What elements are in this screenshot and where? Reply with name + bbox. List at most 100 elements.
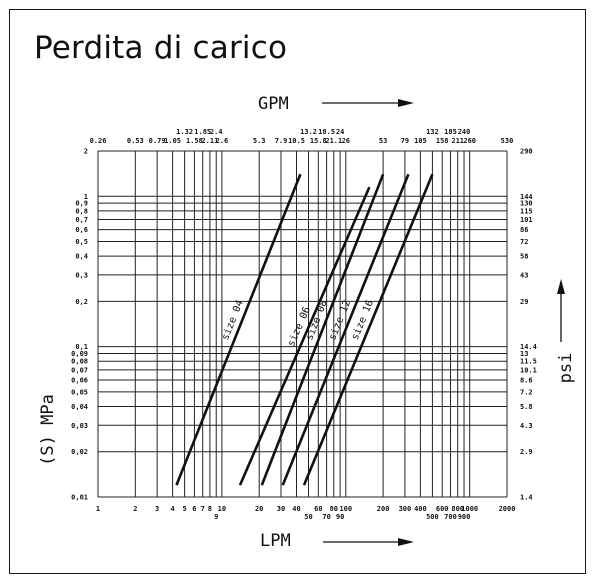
x2-tick-label: 53 <box>379 137 387 145</box>
y-tick-label: 0,6 <box>75 226 88 234</box>
x-tick-label: 200 <box>377 505 390 513</box>
y2-tick-label: 86 <box>520 226 528 234</box>
y2-axis-arrow <box>557 279 565 342</box>
x2-tick-label: 7.9 <box>275 137 288 145</box>
y-tick-label: 0,1 <box>75 343 88 351</box>
y2-tick-label: 43 <box>520 271 528 279</box>
y2-tick-label: 4.3 <box>520 422 533 430</box>
y2-tick-label: 1.4 <box>520 494 533 502</box>
y-tick-label: 0,9 <box>75 200 88 208</box>
x-axis-arrow <box>323 538 414 546</box>
x-tick-label: 70 <box>322 513 330 521</box>
x2-tick-label: 211 <box>451 137 464 145</box>
x2-tick-label: 0.79 <box>149 137 166 145</box>
x2-tick-label: 2.6 <box>216 137 229 145</box>
x-tick-label: 2 <box>133 505 137 513</box>
x2-tick-label: 0.53 <box>127 137 144 145</box>
x2-tick-label: 132 <box>426 128 439 136</box>
x-tick-label: 40 <box>292 505 300 513</box>
x-axis-title: LPM <box>260 531 291 551</box>
y2-tick-label: 58 <box>520 253 528 261</box>
x-tick-label: 2000 <box>499 505 516 513</box>
x-tick-label: 10 <box>218 505 226 513</box>
y2-tick-label: 14.4 <box>520 343 537 351</box>
y-tick-label: 2 <box>84 148 88 156</box>
x-tick-label: 80 <box>330 505 338 513</box>
y2-tick-label: 10.1 <box>520 366 537 374</box>
y2-tick-label: 11.5 <box>520 358 537 366</box>
y-tick-label: 0,08 <box>71 358 88 366</box>
y-tick-label: 0,09 <box>71 350 88 358</box>
y2-tick-label: 5.8 <box>520 403 533 411</box>
x2-tick-label: 530 <box>501 137 514 145</box>
y-tick-label: 0,5 <box>75 238 88 246</box>
x2-tick-label: 105 <box>414 137 427 145</box>
y2-tick-label: 115 <box>520 207 533 215</box>
y-tick-label: 0,03 <box>71 422 88 430</box>
x2-axis-title: GPM <box>258 94 289 114</box>
y-tick-label: 1 <box>84 193 88 201</box>
x2-tick-label: 1.58 <box>186 137 203 145</box>
x2-tick-label: 158 <box>436 137 449 145</box>
x-tick-label: 50 <box>304 513 312 521</box>
y-tick-label: 0,05 <box>71 388 88 396</box>
x2-tick-label: 240 <box>458 128 471 136</box>
y-tick-label: 0,4 <box>75 253 88 261</box>
x2-tick-label: 5.3 <box>253 137 266 145</box>
series-lines <box>176 174 432 485</box>
x-tick-label: 1000 <box>461 505 478 513</box>
y2-tick-label: 2.9 <box>520 448 533 456</box>
x2-tick-label: 1.85 <box>194 128 211 136</box>
x2-tick-label: 79 <box>401 137 409 145</box>
x-tick-label: 8 <box>208 505 212 513</box>
y2-axis-title: psi <box>556 353 576 384</box>
y2-tick-label: 8.6 <box>520 376 533 384</box>
y-tick-label: 0,01 <box>71 494 88 502</box>
x2-axis-arrow <box>322 99 414 107</box>
x2-tick-label: 2.4 <box>210 128 223 136</box>
y2-tick-label: 130 <box>520 200 533 208</box>
x-tick-label: 7 <box>201 505 205 513</box>
x-tick-label: 400 <box>414 505 427 513</box>
x2-tick-label: 24 <box>336 128 344 136</box>
x-tick-label: 60 <box>314 505 322 513</box>
x-tick-label: 500 <box>426 513 439 521</box>
y2-tick-label: 72 <box>520 238 528 246</box>
y-tick-label: 0,7 <box>75 216 88 224</box>
x2-tick-label: 1.05 <box>164 137 181 145</box>
y-tick-label: 0,3 <box>75 271 88 279</box>
y-tick-label: 0,2 <box>75 298 88 306</box>
x2-tick-label: 185 <box>444 128 457 136</box>
y-tick-label: 0,07 <box>71 366 88 374</box>
series-line <box>176 174 300 485</box>
y-axis-title: (S) MPa <box>38 394 58 466</box>
x2-tick-label: 21.1 <box>325 137 342 145</box>
x2-tick-label: 15.8 <box>310 137 327 145</box>
y-tick-label: 0,02 <box>71 448 88 456</box>
x-tick-label: 9 <box>214 513 218 521</box>
y2-tick-label: 101 <box>520 216 533 224</box>
x-tick-label: 600 <box>436 505 449 513</box>
x2-tick-label: 0.26 <box>90 137 107 145</box>
x2-tick-label: 10.5 <box>288 137 305 145</box>
y-tick-label: 0,06 <box>71 376 88 384</box>
x-tick-label: 90 <box>336 513 344 521</box>
y2-tick-label: 290 <box>520 148 533 156</box>
y2-tick-label: 144 <box>520 193 533 201</box>
x-tick-label: 6 <box>192 505 196 513</box>
x-tick-label: 5 <box>182 505 186 513</box>
x-tick-label: 30 <box>277 505 285 513</box>
x2-tick-label: 13.2 <box>300 128 317 136</box>
x2-tick-label: 18.5 <box>318 128 335 136</box>
x-tick-label: 20 <box>255 505 263 513</box>
x2-tick-label: 260 <box>463 137 476 145</box>
x-tick-label: 300 <box>399 505 412 513</box>
x-tick-label: 900 <box>458 513 471 521</box>
x-tick-label: 100 <box>339 505 352 513</box>
y-tick-label: 0,8 <box>75 207 88 215</box>
y-tick-label: 0,04 <box>71 403 88 411</box>
x2-tick-label: 26 <box>342 137 350 145</box>
x-tick-label: 700 <box>444 513 457 521</box>
